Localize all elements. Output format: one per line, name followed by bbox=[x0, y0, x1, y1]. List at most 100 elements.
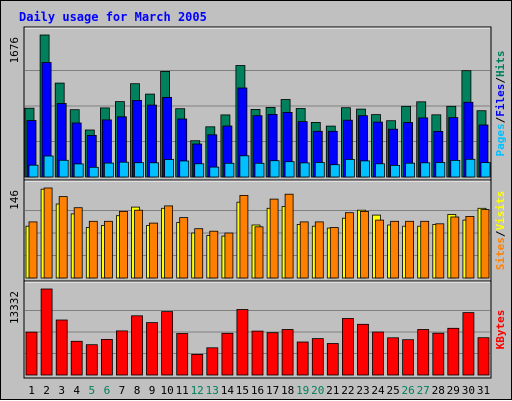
bar-kbytes-2 bbox=[40, 288, 53, 376]
chart-title: Daily usage for March 2005 bbox=[19, 10, 207, 24]
legend-entry: KBytes bbox=[494, 310, 507, 350]
bar-sites-3 bbox=[58, 196, 68, 279]
bar-pages-9 bbox=[149, 162, 159, 178]
bar-kbytes-6 bbox=[101, 338, 113, 376]
bar-pages-1 bbox=[28, 164, 39, 178]
bar-sites-15 bbox=[239, 194, 249, 279]
bar-sites-4 bbox=[73, 207, 83, 279]
bar-pages-14 bbox=[224, 162, 235, 178]
bar-sites-14 bbox=[224, 232, 234, 279]
bar-kbytes-30 bbox=[462, 312, 475, 376]
y-max-label: 146 bbox=[8, 190, 21, 210]
bar-sites-24 bbox=[375, 219, 384, 279]
x-tick-label: 15 bbox=[236, 384, 249, 397]
bar-kbytes-31 bbox=[477, 337, 490, 376]
bar-kbytes-9 bbox=[146, 322, 158, 376]
bar-pages-6 bbox=[104, 162, 114, 178]
bar-kbytes-24 bbox=[372, 331, 384, 376]
x-tick-label: 9 bbox=[149, 384, 156, 397]
bar-kbytes-29 bbox=[447, 327, 460, 376]
chart-panels: 1676 Pages/Files/Hits 146 Sites/Visits 13332… bbox=[8, 26, 507, 379]
bar-pages-31 bbox=[480, 162, 491, 178]
x-tick-label: 10 bbox=[160, 384, 173, 397]
bar-pages-18 bbox=[284, 161, 295, 178]
x-tick-label: 13 bbox=[206, 384, 219, 397]
bar-sites-28 bbox=[435, 223, 445, 279]
bar-kbytes-19 bbox=[296, 341, 309, 376]
bar-kbytes-15 bbox=[236, 309, 249, 376]
bar-sites-16 bbox=[254, 226, 264, 279]
x-tick-label: 18 bbox=[281, 384, 294, 397]
bar-kbytes-22 bbox=[341, 318, 354, 376]
bar-sites-19 bbox=[299, 221, 309, 279]
x-tick-label: 22 bbox=[341, 384, 354, 397]
bar-pages-24 bbox=[375, 163, 385, 178]
bar-sites-23 bbox=[360, 210, 369, 279]
x-tick-label: 28 bbox=[432, 384, 445, 397]
bar-sites-8 bbox=[134, 209, 143, 279]
bar-pages-2 bbox=[43, 155, 54, 178]
bar-kbytes-18 bbox=[281, 329, 294, 376]
bar-sites-12 bbox=[194, 228, 204, 279]
bar-pages-8 bbox=[134, 162, 144, 178]
x-tick-label: 26 bbox=[401, 384, 414, 397]
x-tick-label: 19 bbox=[296, 384, 309, 397]
x-tick-label: 21 bbox=[326, 384, 339, 397]
bar-sites-31 bbox=[480, 209, 490, 279]
bar-pages-4 bbox=[73, 163, 84, 178]
bar-kbytes-21 bbox=[326, 343, 339, 376]
legend-entry: Files bbox=[494, 84, 507, 117]
bar-sites-20 bbox=[314, 221, 324, 279]
bar-pages-29 bbox=[450, 159, 461, 178]
bar-pages-7 bbox=[119, 161, 129, 178]
bar-sites-5 bbox=[88, 220, 98, 279]
x-tick-label: 16 bbox=[251, 384, 264, 397]
bar-sites-21 bbox=[329, 227, 339, 279]
bar-kbytes-1 bbox=[25, 331, 38, 376]
x-tick-label: 30 bbox=[462, 384, 475, 397]
bar-pages-25 bbox=[390, 164, 401, 178]
x-tick-label: 1 bbox=[28, 384, 35, 397]
bar-kbytes-17 bbox=[266, 332, 279, 376]
bar-kbytes-16 bbox=[251, 330, 264, 376]
bar-kbytes-3 bbox=[55, 319, 68, 376]
x-tick-label: 5 bbox=[88, 384, 95, 397]
bar-sites-9 bbox=[149, 222, 158, 279]
bar-kbytes-23 bbox=[357, 323, 369, 376]
x-tick-label: 7 bbox=[119, 384, 126, 397]
bar-pages-3 bbox=[58, 159, 69, 178]
bar-pages-27 bbox=[420, 162, 431, 178]
bar-kbytes-12 bbox=[191, 353, 204, 376]
bar-sites-11 bbox=[179, 217, 189, 279]
x-tick-label: 17 bbox=[266, 384, 279, 397]
bar-pages-10 bbox=[164, 159, 175, 178]
panel-hits-files-pages: 1676 Pages/Files/Hits bbox=[8, 26, 507, 181]
bar-sites-27 bbox=[420, 220, 430, 279]
x-axis-labels: 1 2 3 4 5 6 7 8 9 10 11 12 13 14 15 16 17 18 19 20 21 22 23 24 2… bbox=[28, 384, 490, 397]
bar-pages-13 bbox=[209, 166, 220, 178]
bar-sites-7 bbox=[119, 210, 128, 279]
bar-sites-1 bbox=[28, 221, 38, 279]
y-max-label: 13332 bbox=[8, 291, 21, 324]
bar-pages-21 bbox=[329, 164, 340, 178]
bar-kbytes-25 bbox=[387, 337, 400, 376]
bar-pages-12 bbox=[194, 163, 205, 178]
bar-sites-26 bbox=[405, 220, 415, 279]
x-tick-label: 24 bbox=[371, 384, 385, 397]
bar-sites-10 bbox=[164, 205, 174, 279]
bar-kbytes-26 bbox=[402, 339, 415, 376]
bar-pages-22 bbox=[344, 158, 355, 178]
legend-entry: Hits bbox=[494, 51, 507, 78]
bar-kbytes-20 bbox=[311, 338, 324, 376]
bar-pages-19 bbox=[299, 162, 310, 178]
bar-sites-2 bbox=[43, 187, 53, 279]
legend-entry: / bbox=[494, 77, 507, 84]
bar-kbytes-11 bbox=[176, 333, 189, 376]
series-legend: Sites/Visits bbox=[494, 191, 507, 271]
y-max-label: 1676 bbox=[8, 37, 21, 64]
legend-entry: / bbox=[494, 116, 507, 123]
bar-kbytes-28 bbox=[432, 332, 445, 376]
legend-entry: Visits bbox=[494, 191, 507, 231]
series-legend: Pages/Files/Hits bbox=[494, 51, 507, 157]
